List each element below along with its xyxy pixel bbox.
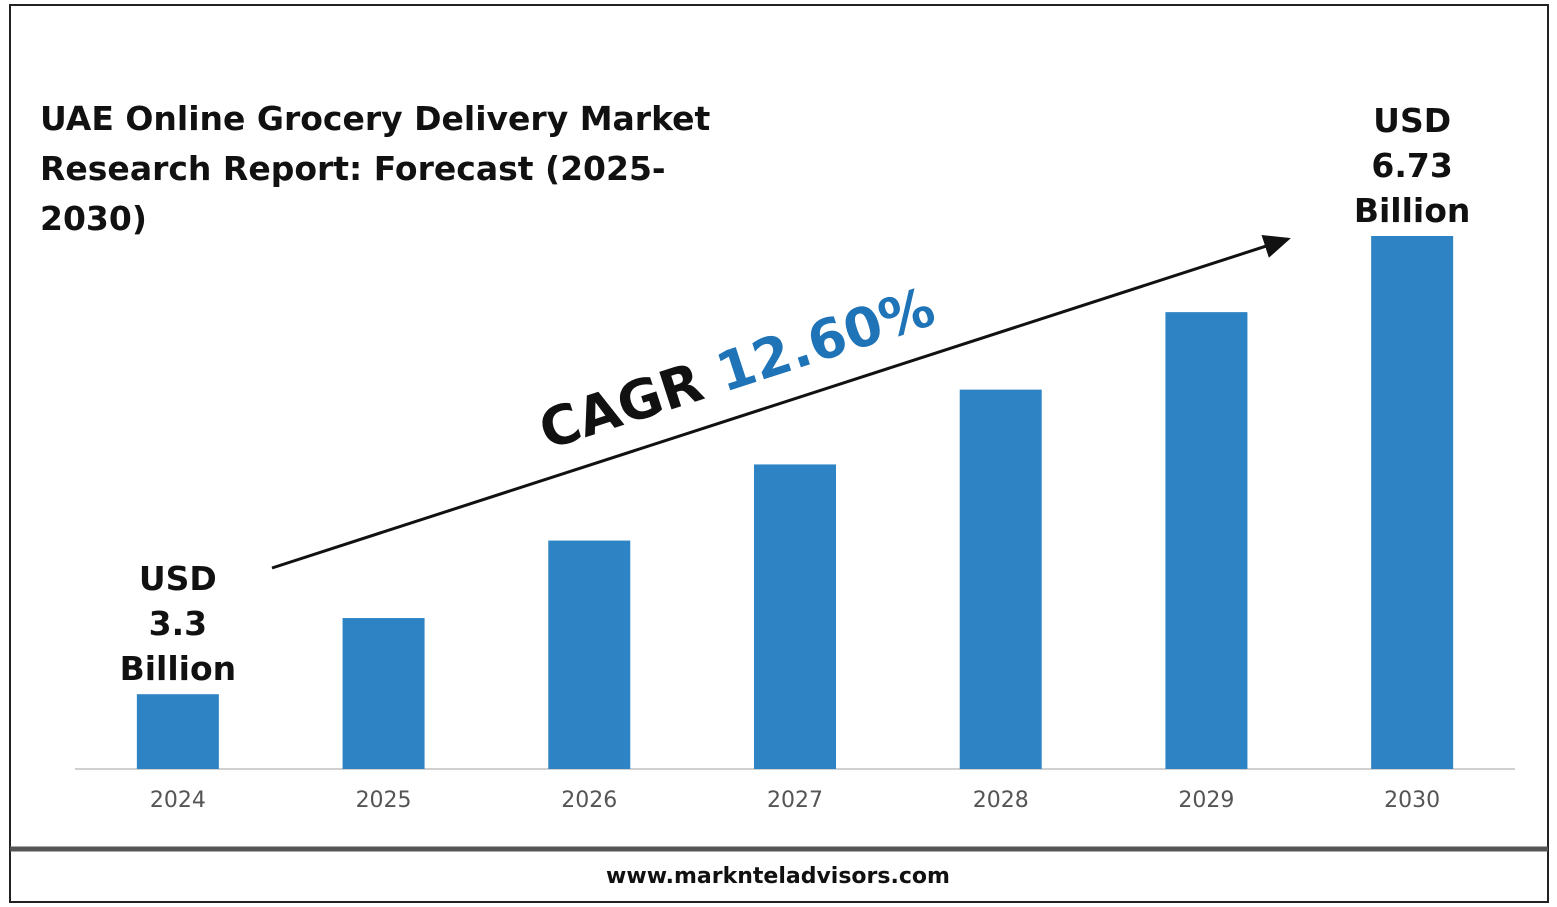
bar (136, 694, 219, 769)
cagr-value: 12.60% (709, 275, 942, 404)
source: www.marknteladvisors.com (606, 864, 950, 889)
cagr: CAGR 12.60% (532, 275, 942, 462)
value-label: USD 6.73 Billion (1354, 101, 1471, 230)
x-tick-label: 2030 (1384, 788, 1440, 813)
x-tick-label: 2028 (973, 788, 1029, 813)
bar (754, 464, 836, 769)
bar (959, 389, 1042, 769)
x-tick-label: 2026 (561, 788, 617, 813)
cagr-label: CAGR (532, 350, 711, 462)
bar (548, 540, 631, 769)
x-tick-label: 2024 (150, 788, 206, 813)
bar (1371, 236, 1454, 769)
x-tick-label: 2029 (1178, 788, 1234, 813)
trend-arrow (271, 234, 1291, 570)
x-tick-label: 2025 (356, 788, 412, 813)
bar (342, 618, 425, 769)
frame (9, 4, 1549, 903)
chart-title: UAE Online Grocery Delivery Market Resea… (40, 99, 711, 238)
bar (1165, 312, 1248, 769)
x-tick-label: 2027 (767, 788, 823, 813)
value-label: USD 3.3 Billion (120, 559, 237, 688)
